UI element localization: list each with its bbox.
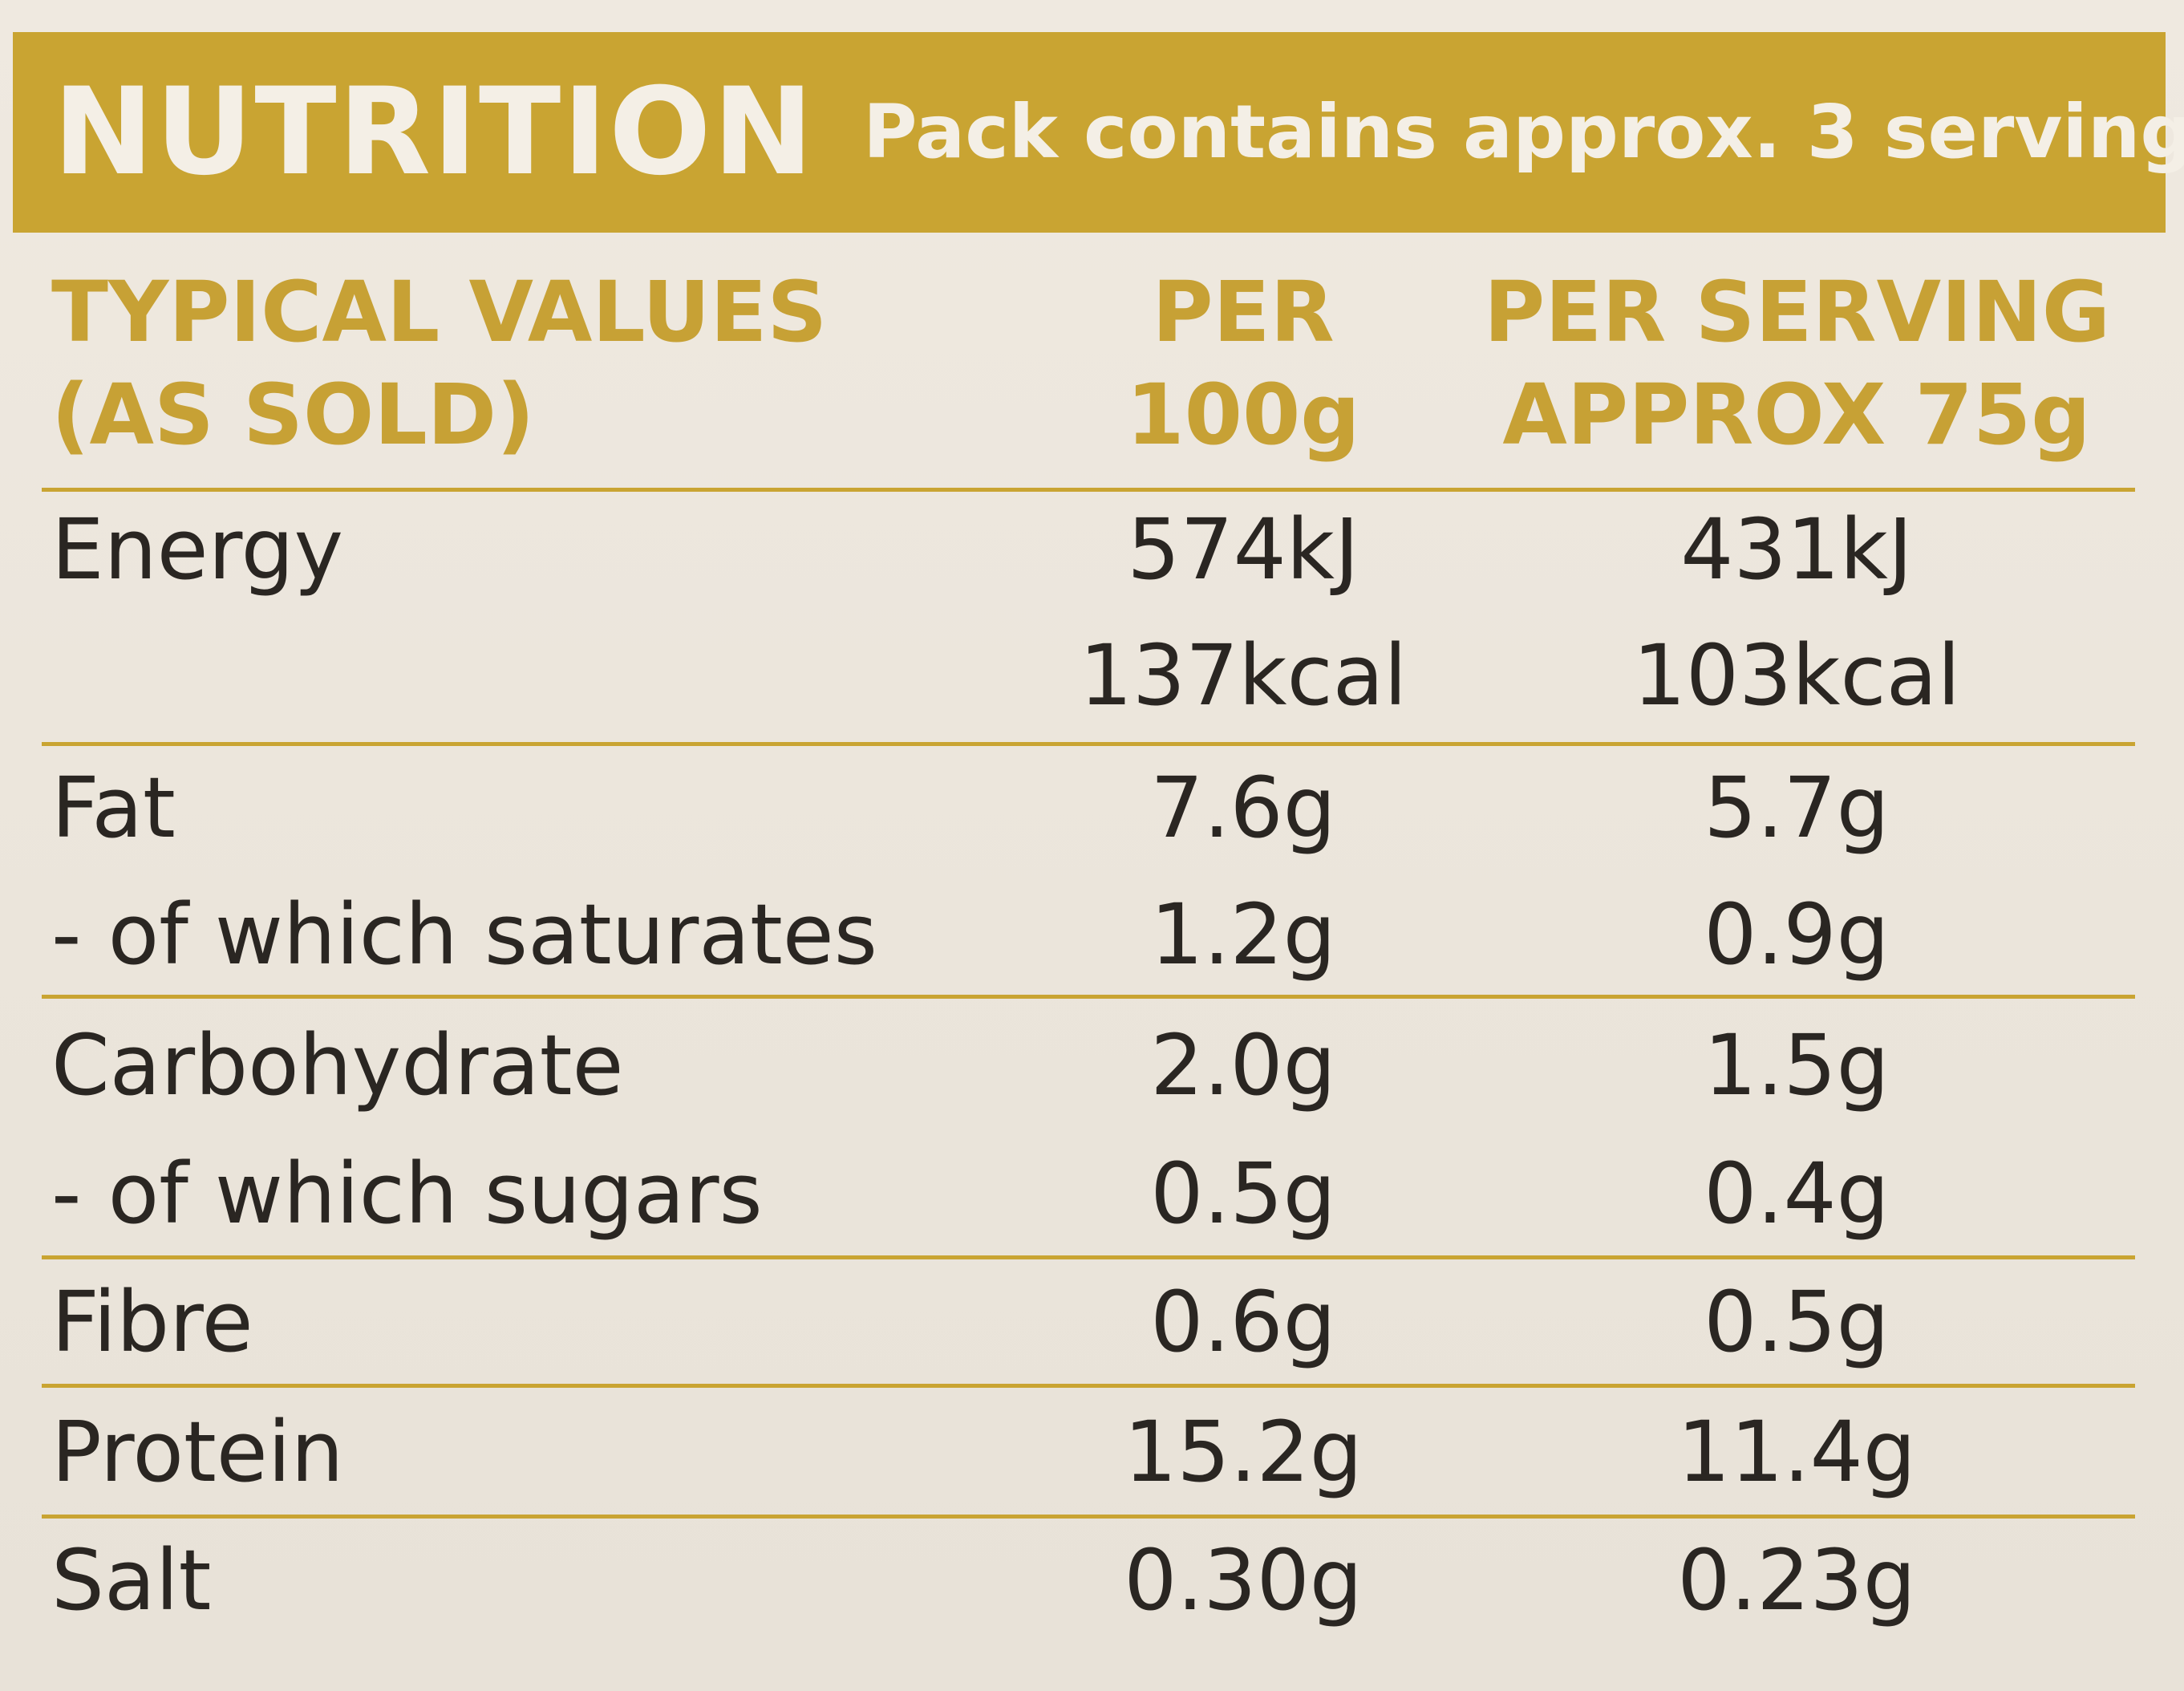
sugars-per-serving: 0.4g (1704, 1145, 1890, 1243)
protein-per-serving: 11.4g (1677, 1403, 1916, 1501)
divider-fat (42, 995, 2135, 999)
fibre-per-serving: 0.5g (1704, 1273, 1890, 1371)
row-label-protein: Protein (51, 1403, 344, 1501)
column-header-typical-values-line1: TYPICAL VALUES (51, 263, 828, 361)
carbohydrate-per-100g: 2.0g (1150, 1016, 1336, 1114)
fat-per-100g: 7.6g (1150, 759, 1336, 857)
divider-fibre (42, 1384, 2135, 1388)
divider-carbohydrate (42, 1255, 2135, 1259)
row-label-sugars: - of which sugars (51, 1145, 763, 1243)
salt-per-100g: 0.30g (1124, 1531, 1363, 1629)
nutrition-title: NUTRITION (53, 63, 816, 202)
divider-protein (42, 1515, 2135, 1519)
sugars-per-100g: 0.5g (1150, 1145, 1336, 1243)
fat-per-serving: 5.7g (1704, 759, 1890, 857)
divider-header (42, 488, 2135, 492)
fibre-per-100g: 0.6g (1150, 1273, 1336, 1371)
servings-note: Pack contains approx. 3 servings. (863, 89, 2184, 175)
row-label-saturates: - of which saturates (51, 886, 877, 983)
column-header-typical-values: TYPICAL VALUES (AS SOLD) (51, 261, 827, 466)
salt-per-serving: 0.23g (1677, 1531, 1916, 1629)
saturates-per-100g: 1.2g (1150, 886, 1336, 983)
column-header-per-100g-line1: PER (1152, 263, 1335, 361)
energy-kcal-per-serving: 103kcal (1632, 627, 1961, 724)
row-label-fibre: Fibre (51, 1273, 253, 1371)
nutrition-header: NUTRITION Pack contains approx. 3 servin… (13, 32, 2184, 233)
column-header-typical-values-line2: (AS SOLD) (51, 366, 535, 464)
row-label-fat: Fat (51, 759, 176, 857)
energy-kj-per-serving: 431kJ (1680, 501, 1913, 598)
energy-kcal-per-100g: 137kcal (1079, 627, 1408, 724)
energy-kj-per-100g: 574kJ (1127, 501, 1359, 598)
carbohydrate-per-serving: 1.5g (1704, 1016, 1890, 1114)
protein-per-100g: 15.2g (1124, 1403, 1363, 1501)
column-header-per-serving-line1: PER SERVING (1484, 263, 2111, 361)
divider-energy (42, 742, 2135, 746)
saturates-per-serving: 0.9g (1704, 886, 1890, 983)
row-label-energy: Energy (51, 501, 344, 598)
column-header-per-serving-line2: APPROX 75g (1502, 366, 2091, 464)
row-label-salt: Salt (51, 1531, 212, 1629)
column-header-per-100g: PER 100g (1043, 261, 1444, 466)
column-header-per-100g-line2: 100g (1126, 366, 1360, 464)
column-header-per-serving: PER SERVING APPROX 75g (1484, 261, 2111, 466)
row-label-carbohydrate: Carbohydrate (51, 1016, 624, 1114)
